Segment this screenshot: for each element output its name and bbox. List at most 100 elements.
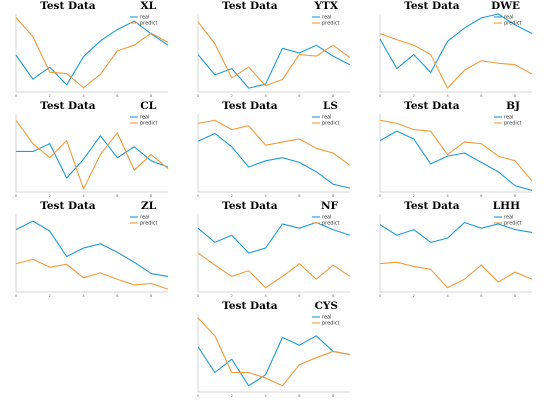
x-tick-label: 4 xyxy=(446,294,449,298)
chart-panel-lhh: Test Data LHH 0 2 4 6 8 real predict xyxy=(370,200,542,298)
x-tick-label: 6 xyxy=(116,194,118,198)
panel-title: Test Data xyxy=(404,200,460,212)
series-line-predict xyxy=(15,17,169,89)
x-tick-label: 6 xyxy=(298,394,300,398)
x-tick-label: 4 xyxy=(446,194,449,198)
x-tick-label: 4 xyxy=(264,294,267,298)
series-line-real xyxy=(379,13,533,74)
x-tick-label: 8 xyxy=(514,194,516,198)
panel-code-label: DWE xyxy=(491,0,520,12)
x-tick-label: 0 xyxy=(15,94,17,98)
panel-title: Test Data xyxy=(40,200,96,212)
x-tick-label: 2 xyxy=(413,294,415,298)
legend-label-predict: predict xyxy=(504,21,522,27)
legend-label-predict: predict xyxy=(140,21,158,27)
x-tick-label: 4 xyxy=(82,94,85,98)
panel-title: Test Data xyxy=(40,100,96,112)
panel-title: Test Data xyxy=(404,0,460,12)
x-tick-label: 8 xyxy=(332,94,334,98)
chart-panel-ytx: Test Data YTX 0 2 4 6 8 real predict xyxy=(188,0,360,98)
x-tick-label: 4 xyxy=(82,194,85,198)
panel-code-label: ZL xyxy=(140,200,156,212)
series-line-predict xyxy=(197,21,351,87)
panel-title: Test Data xyxy=(40,0,96,12)
panel-code-label: NF xyxy=(320,200,338,212)
series-line-predict xyxy=(379,119,533,182)
panel-code-label: CYS xyxy=(314,300,338,312)
x-tick-label: 4 xyxy=(264,194,267,198)
legend-label-predict: predict xyxy=(140,121,158,127)
x-tick-label: 4 xyxy=(264,394,267,398)
x-tick-label: 8 xyxy=(332,294,334,298)
x-tick-label: 6 xyxy=(116,94,118,98)
x-tick-label: 0 xyxy=(379,194,381,198)
x-tick-label: 2 xyxy=(231,194,233,198)
legend-label-real: real xyxy=(504,115,513,121)
x-tick-label: 6 xyxy=(298,294,300,298)
x-tick-label: 2 xyxy=(231,94,233,98)
x-tick-label: 8 xyxy=(332,194,334,198)
x-tick-label: 4 xyxy=(82,294,85,298)
panel-title: Test Data xyxy=(222,0,278,12)
legend-label-predict: predict xyxy=(322,121,340,127)
legend-label-predict: predict xyxy=(322,321,340,327)
panel-code-label: XL xyxy=(140,0,156,12)
x-tick-label: 0 xyxy=(379,94,381,98)
chart-panel-ls: Test Data LS 0 2 4 6 8 real predict xyxy=(188,100,360,198)
series-line-real xyxy=(197,221,351,254)
x-tick-label: 8 xyxy=(150,294,152,298)
chart-panel-nf: Test Data NF 0 2 4 6 8 real predict xyxy=(188,200,360,298)
chart-panel-zl: Test Data ZL 0 2 4 6 8 real predict xyxy=(6,200,178,298)
x-tick-label: 2 xyxy=(49,194,51,198)
chart-panel-bj: Test Data BJ 0 2 4 6 8 real predict xyxy=(370,100,542,198)
legend-label-real: real xyxy=(322,315,331,321)
x-tick-label: 6 xyxy=(480,194,482,198)
series-line-real xyxy=(15,220,169,277)
x-tick-label: 8 xyxy=(514,294,516,298)
chart-panel-xl: Test Data XL 0 2 4 6 8 real predict xyxy=(6,0,178,98)
x-tick-label: 6 xyxy=(480,294,482,298)
legend-label-real: real xyxy=(504,215,513,221)
chart-panel-cl: Test Data CL 0 2 4 6 8 real predict xyxy=(6,100,178,198)
legend-label-predict: predict xyxy=(504,221,522,227)
panel-title: Test Data xyxy=(222,100,278,112)
legend-label-real: real xyxy=(504,15,513,21)
series-line-real xyxy=(197,335,351,387)
x-tick-label: 4 xyxy=(264,94,267,98)
legend-label-real: real xyxy=(322,115,331,121)
legend-label-predict: predict xyxy=(504,121,522,127)
series-line-real xyxy=(379,221,533,243)
series-line-real xyxy=(379,130,533,191)
x-tick-label: 0 xyxy=(197,94,199,98)
x-tick-label: 8 xyxy=(514,94,516,98)
series-line-predict xyxy=(197,119,351,166)
x-tick-label: 8 xyxy=(150,94,152,98)
x-tick-label: 8 xyxy=(150,194,152,198)
x-tick-label: 2 xyxy=(413,94,415,98)
x-tick-label: 4 xyxy=(446,94,449,98)
legend-label-predict: predict xyxy=(322,21,340,27)
x-tick-label: 0 xyxy=(197,394,199,398)
x-tick-label: 2 xyxy=(231,294,233,298)
x-tick-label: 0 xyxy=(15,294,17,298)
legend-label-predict: predict xyxy=(322,221,340,227)
panel-code-label: BJ xyxy=(506,100,520,112)
panel-title: Test Data xyxy=(404,100,460,112)
x-tick-label: 8 xyxy=(332,394,334,398)
series-line-real xyxy=(197,44,351,89)
panel-code-label: LS xyxy=(323,100,338,112)
legend-label-real: real xyxy=(140,15,149,21)
x-tick-label: 6 xyxy=(298,194,300,198)
legend-label-real: real xyxy=(140,215,149,221)
series-line-real xyxy=(15,20,169,86)
chart-panel-dwe: Test Data DWE 0 2 4 6 8 real predict xyxy=(370,0,542,98)
x-tick-label: 6 xyxy=(298,94,300,98)
